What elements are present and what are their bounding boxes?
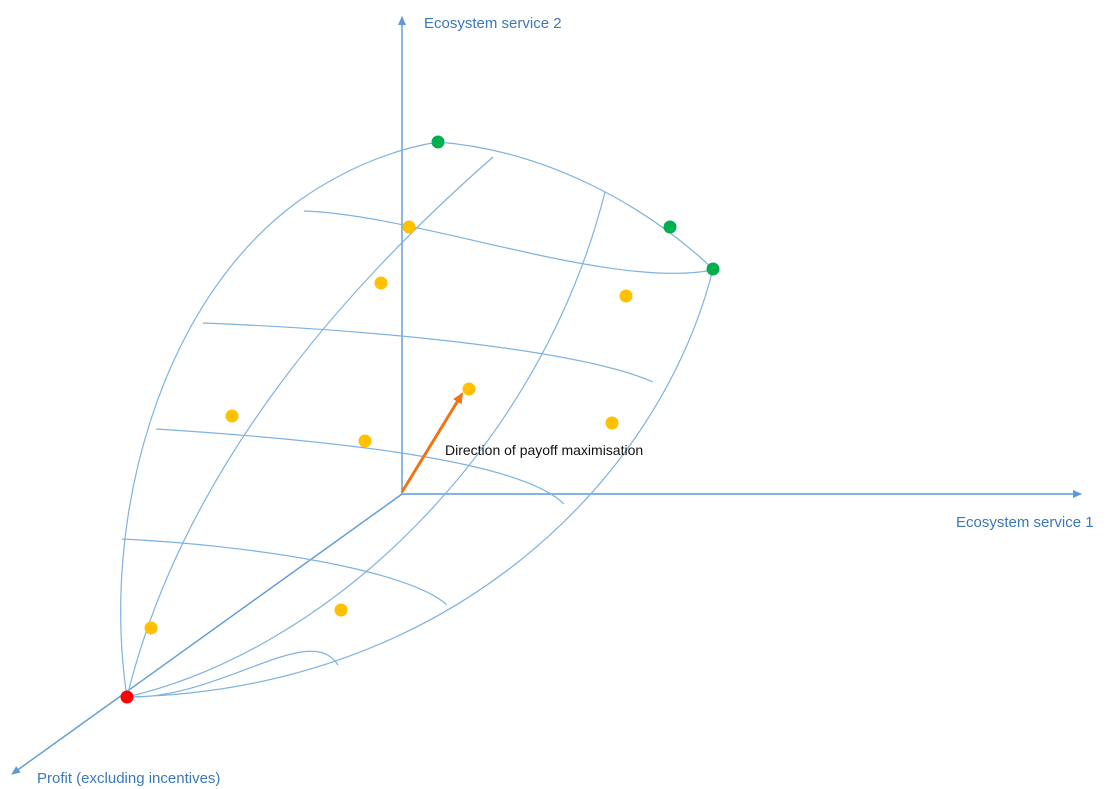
feasible-point: [605, 416, 619, 430]
axes: [11, 16, 1082, 775]
direction-label: Direction of payoff maximisation: [445, 442, 643, 458]
axis-label-profit: Profit (excluding incentives): [37, 770, 220, 787]
payoff-direction-arrow: [400, 392, 464, 493]
optimal-points: [431, 135, 720, 276]
surface-arc-3: [155, 428, 565, 505]
optimal-point: [663, 220, 677, 234]
feasible-point: [225, 409, 239, 423]
axis-label-ecosystem-service-2: Ecosystem service 2: [424, 15, 562, 32]
surface-boundary-top: [437, 141, 714, 270]
surface-arc-4: [121, 538, 448, 606]
axis-label-ecosystem-service-1: Ecosystem service 1: [956, 514, 1094, 531]
feasible-point: [374, 276, 388, 290]
feasible-point: [358, 434, 372, 448]
surface-arc-5: [126, 650, 339, 698]
surface-arc-1: [303, 210, 714, 274]
feasible-point: [402, 220, 416, 234]
surface-arc-2: [202, 322, 654, 383]
origin-point: [120, 690, 134, 704]
surface-meridian-1: [126, 156, 494, 698]
feasible-point: [144, 621, 158, 635]
surface-meridian-2: [126, 191, 606, 698]
feasible-point: [619, 289, 633, 303]
axis-profit: [11, 493, 403, 775]
surface-grid: [120, 141, 714, 698]
surface-boundary-left: [120, 141, 439, 698]
optimal-point: [431, 135, 445, 149]
feasible-point: [462, 382, 476, 396]
feasible-points: [144, 220, 633, 635]
feasible-point: [334, 603, 348, 617]
surface-boundary-right: [126, 268, 714, 698]
optimal-point: [706, 262, 720, 276]
